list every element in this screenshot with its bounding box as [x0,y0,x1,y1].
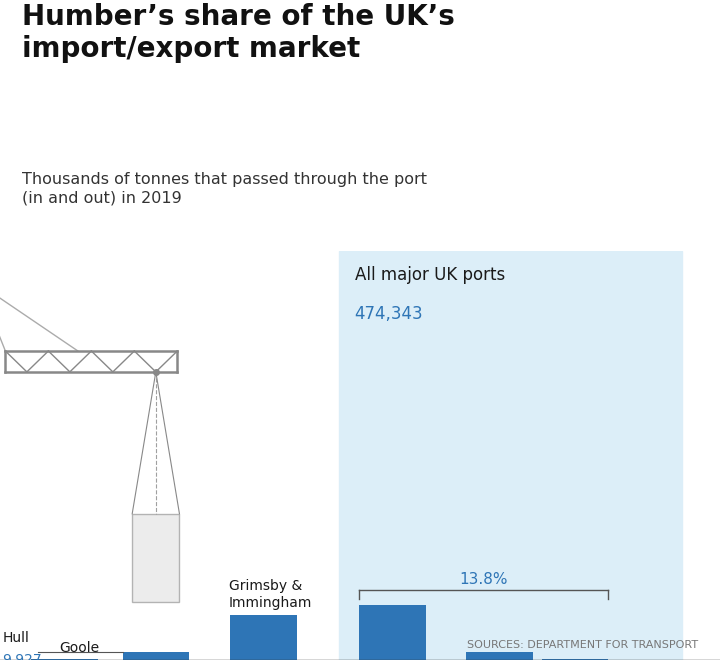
Bar [338,251,683,660]
Text: SOURCES: DEPARTMENT FOR TRANSPORT: SOURCES: DEPARTMENT FOR TRANSPORT [467,640,698,650]
Bar [122,651,189,660]
Text: Hull: Hull [2,631,29,645]
Text: Goole: Goole [59,641,99,655]
Bar [467,651,533,660]
Text: 9,927: 9,927 [2,653,42,660]
Text: 474,343: 474,343 [355,305,423,323]
Text: All major UK ports: All major UK ports [355,266,505,284]
Bar [541,659,608,660]
Text: Grimsby &
Immingham: Grimsby & Immingham [229,579,312,610]
Bar [31,659,98,660]
Text: Thousands of tonnes that passed through the port
(in and out) in 2019: Thousands of tonnes that passed through … [22,172,426,205]
Bar [132,514,179,601]
Bar [230,615,297,660]
Text: Humber’s share of the UK’s
import/export market: Humber’s share of the UK’s import/export… [22,3,454,63]
Bar [359,605,426,660]
Text: 54,081: 54,081 [229,617,277,632]
Text: 13.8%: 13.8% [459,572,508,587]
